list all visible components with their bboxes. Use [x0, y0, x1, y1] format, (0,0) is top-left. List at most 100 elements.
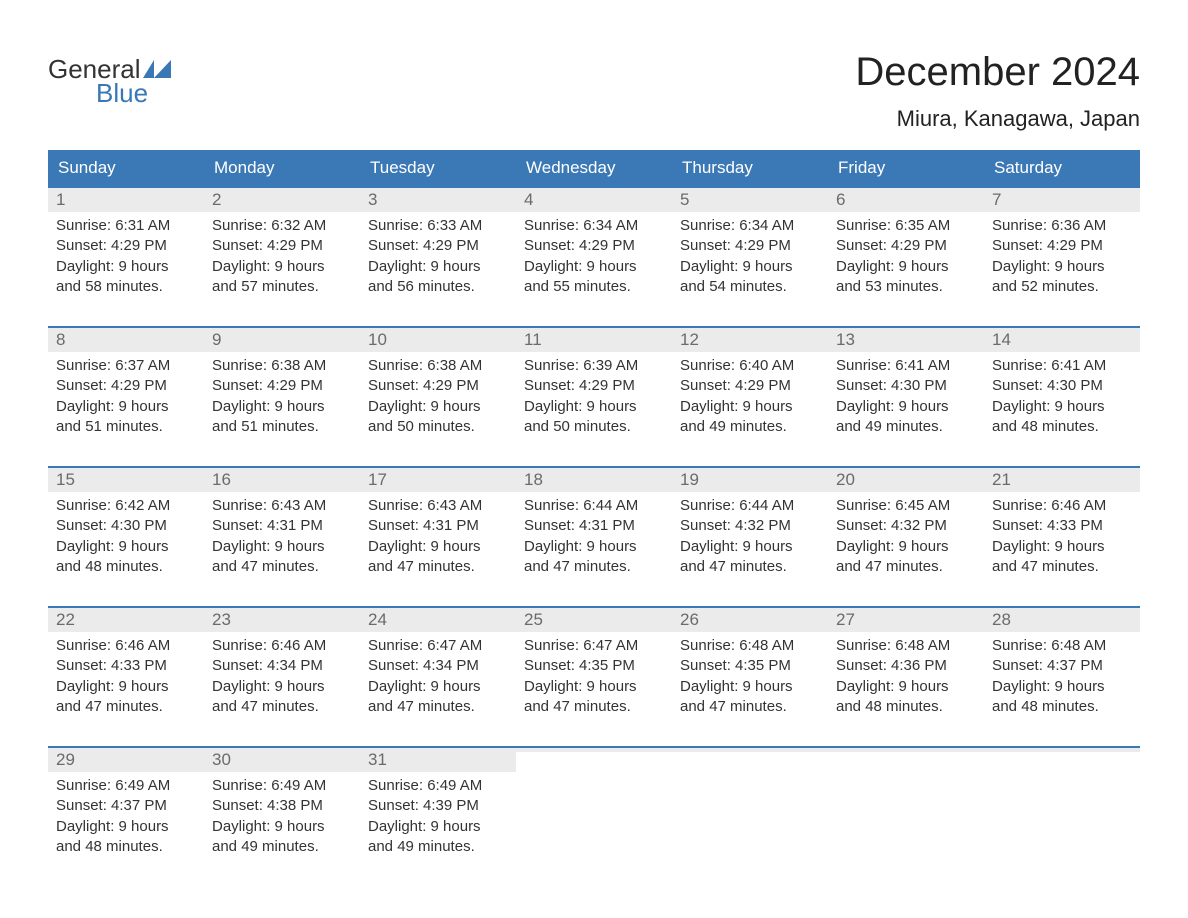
day-number: 2: [204, 188, 360, 212]
day-sunset: Sunset: 4:37 PM: [992, 656, 1132, 676]
day-sunset: Sunset: 4:29 PM: [836, 236, 976, 256]
day-number: 16: [204, 468, 360, 492]
day-sunset: Sunset: 4:39 PM: [368, 796, 508, 816]
calendar-day: 27Sunrise: 6:48 AMSunset: 4:36 PMDayligh…: [828, 608, 984, 726]
day-d2: and 53 minutes.: [836, 277, 976, 297]
calendar-day: 30Sunrise: 6:49 AMSunset: 4:38 PMDayligh…: [204, 748, 360, 866]
day-sunrise: Sunrise: 6:33 AM: [368, 216, 508, 236]
day-d1: Daylight: 9 hours: [56, 537, 196, 557]
day-sunset: Sunset: 4:34 PM: [368, 656, 508, 676]
calendar-day: 1Sunrise: 6:31 AMSunset: 4:29 PMDaylight…: [48, 188, 204, 306]
day-number: 23: [204, 608, 360, 632]
day-number: 11: [516, 328, 672, 352]
calendar-day: 9Sunrise: 6:38 AMSunset: 4:29 PMDaylight…: [204, 328, 360, 446]
day-d2: and 49 minutes.: [368, 837, 508, 857]
day-sunrise: Sunrise: 6:48 AM: [836, 636, 976, 656]
calendar-day: 16Sunrise: 6:43 AMSunset: 4:31 PMDayligh…: [204, 468, 360, 586]
day-number: 1: [48, 188, 204, 212]
day-sunset: Sunset: 4:29 PM: [992, 236, 1132, 256]
header-right: December 2024 Miura, Kanagawa, Japan: [855, 50, 1140, 132]
day-d1: Daylight: 9 hours: [56, 677, 196, 697]
day-number: 12: [672, 328, 828, 352]
day-sunset: Sunset: 4:33 PM: [992, 516, 1132, 536]
calendar-day: 5Sunrise: 6:34 AMSunset: 4:29 PMDaylight…: [672, 188, 828, 306]
calendar-week: 8Sunrise: 6:37 AMSunset: 4:29 PMDaylight…: [48, 326, 1140, 446]
calendar: Sunday Monday Tuesday Wednesday Thursday…: [48, 150, 1140, 866]
calendar-day: 31Sunrise: 6:49 AMSunset: 4:39 PMDayligh…: [360, 748, 516, 866]
day-details: Sunrise: 6:44 AMSunset: 4:31 PMDaylight:…: [516, 492, 672, 581]
calendar-day: 7Sunrise: 6:36 AMSunset: 4:29 PMDaylight…: [984, 188, 1140, 306]
day-details: Sunrise: 6:47 AMSunset: 4:34 PMDaylight:…: [360, 632, 516, 721]
calendar-day: 22Sunrise: 6:46 AMSunset: 4:33 PMDayligh…: [48, 608, 204, 726]
day-sunrise: Sunrise: 6:37 AM: [56, 356, 196, 376]
day-number: 13: [828, 328, 984, 352]
day-sunrise: Sunrise: 6:36 AM: [992, 216, 1132, 236]
day-sunset: Sunset: 4:38 PM: [212, 796, 352, 816]
calendar-day: 8Sunrise: 6:37 AMSunset: 4:29 PMDaylight…: [48, 328, 204, 446]
day-details: Sunrise: 6:32 AMSunset: 4:29 PMDaylight:…: [204, 212, 360, 301]
day-details: Sunrise: 6:40 AMSunset: 4:29 PMDaylight:…: [672, 352, 828, 441]
day-number: 24: [360, 608, 516, 632]
day-details: Sunrise: 6:39 AMSunset: 4:29 PMDaylight:…: [516, 352, 672, 441]
day-d1: Daylight: 9 hours: [836, 677, 976, 697]
day-d1: Daylight: 9 hours: [56, 817, 196, 837]
day-d2: and 48 minutes.: [56, 557, 196, 577]
day-details: Sunrise: 6:49 AMSunset: 4:38 PMDaylight:…: [204, 772, 360, 861]
day-d1: Daylight: 9 hours: [836, 537, 976, 557]
day-d1: Daylight: 9 hours: [680, 257, 820, 277]
day-sunset: Sunset: 4:37 PM: [56, 796, 196, 816]
day-header: Tuesday: [360, 150, 516, 186]
day-d2: and 47 minutes.: [680, 557, 820, 577]
location-label: Miura, Kanagawa, Japan: [855, 106, 1140, 132]
day-d2: and 55 minutes.: [524, 277, 664, 297]
calendar-day: 21Sunrise: 6:46 AMSunset: 4:33 PMDayligh…: [984, 468, 1140, 586]
day-d1: Daylight: 9 hours: [524, 537, 664, 557]
day-d1: Daylight: 9 hours: [836, 397, 976, 417]
day-number: 26: [672, 608, 828, 632]
calendar-day: [672, 748, 828, 866]
calendar-day: 29Sunrise: 6:49 AMSunset: 4:37 PMDayligh…: [48, 748, 204, 866]
day-sunrise: Sunrise: 6:34 AM: [680, 216, 820, 236]
day-details: Sunrise: 6:38 AMSunset: 4:29 PMDaylight:…: [360, 352, 516, 441]
day-sunrise: Sunrise: 6:43 AM: [212, 496, 352, 516]
day-number: 20: [828, 468, 984, 492]
day-d2: and 47 minutes.: [368, 697, 508, 717]
day-sunrise: Sunrise: 6:44 AM: [524, 496, 664, 516]
day-d1: Daylight: 9 hours: [212, 397, 352, 417]
day-number: [828, 748, 984, 752]
day-d1: Daylight: 9 hours: [212, 257, 352, 277]
day-number: 30: [204, 748, 360, 772]
day-number: 28: [984, 608, 1140, 632]
day-sunrise: Sunrise: 6:46 AM: [992, 496, 1132, 516]
day-sunrise: Sunrise: 6:47 AM: [524, 636, 664, 656]
day-number: 31: [360, 748, 516, 772]
day-d2: and 52 minutes.: [992, 277, 1132, 297]
day-header-row: Sunday Monday Tuesday Wednesday Thursday…: [48, 150, 1140, 186]
calendar-day: 28Sunrise: 6:48 AMSunset: 4:37 PMDayligh…: [984, 608, 1140, 726]
calendar-day: 20Sunrise: 6:45 AMSunset: 4:32 PMDayligh…: [828, 468, 984, 586]
calendar-day: 4Sunrise: 6:34 AMSunset: 4:29 PMDaylight…: [516, 188, 672, 306]
day-sunrise: Sunrise: 6:40 AM: [680, 356, 820, 376]
day-d2: and 57 minutes.: [212, 277, 352, 297]
day-d1: Daylight: 9 hours: [680, 677, 820, 697]
day-sunrise: Sunrise: 6:38 AM: [368, 356, 508, 376]
day-d1: Daylight: 9 hours: [992, 397, 1132, 417]
day-details: Sunrise: 6:41 AMSunset: 4:30 PMDaylight:…: [828, 352, 984, 441]
brand-bottom: Blue: [96, 80, 171, 106]
day-details: Sunrise: 6:49 AMSunset: 4:39 PMDaylight:…: [360, 772, 516, 861]
day-sunrise: Sunrise: 6:41 AM: [836, 356, 976, 376]
calendar-day: [828, 748, 984, 866]
day-sunset: Sunset: 4:31 PM: [524, 516, 664, 536]
day-d1: Daylight: 9 hours: [368, 677, 508, 697]
day-sunset: Sunset: 4:29 PM: [680, 236, 820, 256]
day-details: Sunrise: 6:48 AMSunset: 4:36 PMDaylight:…: [828, 632, 984, 721]
day-sunset: Sunset: 4:35 PM: [680, 656, 820, 676]
day-number: 19: [672, 468, 828, 492]
calendar-day: 23Sunrise: 6:46 AMSunset: 4:34 PMDayligh…: [204, 608, 360, 726]
day-number: 14: [984, 328, 1140, 352]
day-d1: Daylight: 9 hours: [368, 397, 508, 417]
calendar-day: 25Sunrise: 6:47 AMSunset: 4:35 PMDayligh…: [516, 608, 672, 726]
day-sunset: Sunset: 4:36 PM: [836, 656, 976, 676]
day-d1: Daylight: 9 hours: [368, 537, 508, 557]
day-d1: Daylight: 9 hours: [680, 537, 820, 557]
